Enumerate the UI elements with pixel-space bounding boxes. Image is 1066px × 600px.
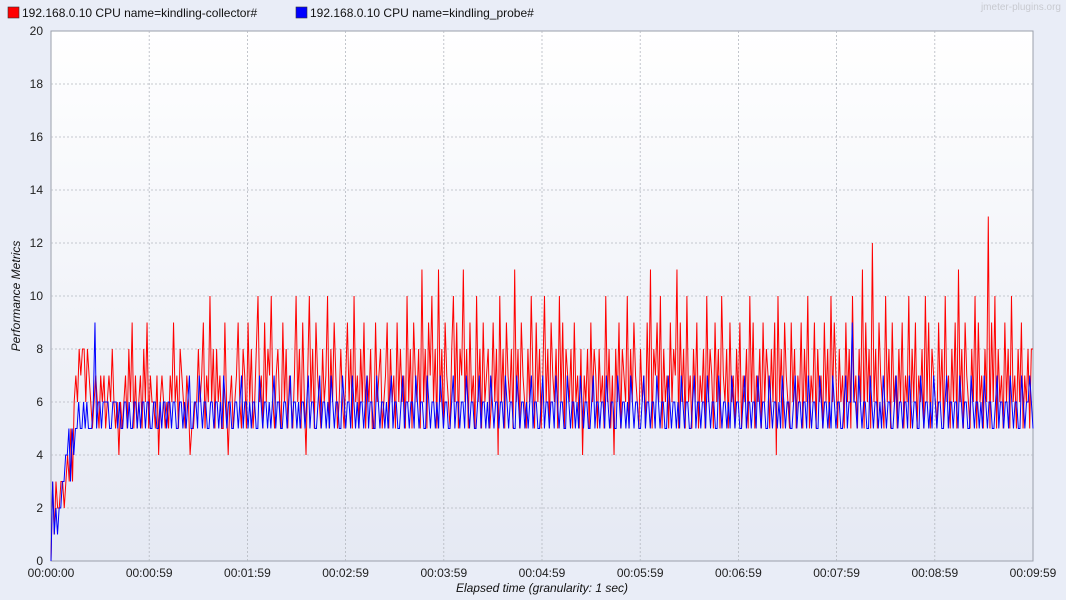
x-tick-label: 00:09:59 bbox=[1010, 566, 1057, 580]
x-tick-label: 00:02:59 bbox=[322, 566, 369, 580]
y-tick-label: 4 bbox=[36, 448, 43, 462]
y-tick-label: 6 bbox=[36, 395, 43, 409]
x-tick-label: 00:08:59 bbox=[911, 566, 958, 580]
y-tick-label: 2 bbox=[36, 501, 43, 515]
grid bbox=[51, 31, 1033, 561]
y-tick-label: 0 bbox=[36, 554, 43, 568]
y-axis: 0 2 4 6 8 10 12 14 16 18 20 bbox=[30, 24, 44, 568]
y-tick-label: 20 bbox=[30, 24, 44, 38]
legend-label-collector: 192.168.0.10 CPU name=kindling-collector… bbox=[22, 6, 257, 20]
series-layer bbox=[50, 216, 1034, 562]
legend-swatch-probe bbox=[295, 6, 308, 19]
y-tick-label: 12 bbox=[30, 236, 44, 250]
x-tick-label: 00:03:59 bbox=[420, 566, 467, 580]
x-tick-label: 00:07:59 bbox=[813, 566, 860, 580]
x-axis-title: Elapsed time (granularity: 1 sec) bbox=[456, 581, 628, 595]
x-axis: 00:00:00 00:00:59 00:01:59 00:02:59 00:03:59… bbox=[28, 566, 1057, 580]
legend: 192.168.0.10 CPU name=kindling-collector… bbox=[7, 6, 534, 20]
y-tick-label: 16 bbox=[30, 130, 44, 144]
x-tick-label: 00:00:00 bbox=[28, 566, 75, 580]
y-tick-label: 14 bbox=[30, 183, 44, 197]
y-tick-label: 18 bbox=[30, 77, 44, 91]
x-tick-label: 00:06:59 bbox=[715, 566, 762, 580]
legend-swatch-collector bbox=[7, 6, 20, 19]
y-tick-label: 8 bbox=[36, 342, 43, 356]
series-line-probe bbox=[50, 322, 1034, 562]
watermark: jmeter-plugins.org bbox=[980, 2, 1061, 13]
x-tick-label: 00:00:59 bbox=[126, 566, 173, 580]
x-tick-label: 00:04:59 bbox=[519, 566, 566, 580]
legend-label-probe: 192.168.0.10 CPU name=kindling_probe# bbox=[310, 6, 534, 20]
y-axis-title: Performance Metrics bbox=[9, 241, 23, 352]
x-tick-label: 00:05:59 bbox=[617, 566, 664, 580]
x-tick-label: 00:01:59 bbox=[224, 566, 271, 580]
y-tick-label: 10 bbox=[30, 289, 44, 303]
